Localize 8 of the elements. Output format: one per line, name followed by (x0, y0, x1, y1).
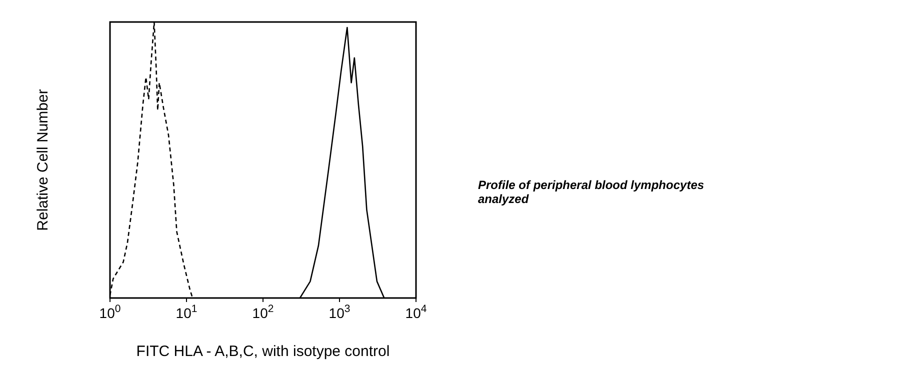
x-tick-label: 10$^{1}$ (176, 303, 198, 321)
x-axis-title: FITC HLA - A,B,C, with isotype control (136, 343, 390, 360)
x-tick-label: 10$^{3}$ (328, 303, 350, 321)
y-axis-title: Relative Cell Number (34, 89, 52, 231)
x-tick-label: 10$^{4}$ (405, 303, 427, 321)
text: Profile of peripheral blood lymphocytes analyzed (478, 178, 706, 206)
x-tick-label: 10$^{0}$ (99, 303, 121, 321)
x-tick-label: 10$^{2}$ (252, 303, 274, 321)
